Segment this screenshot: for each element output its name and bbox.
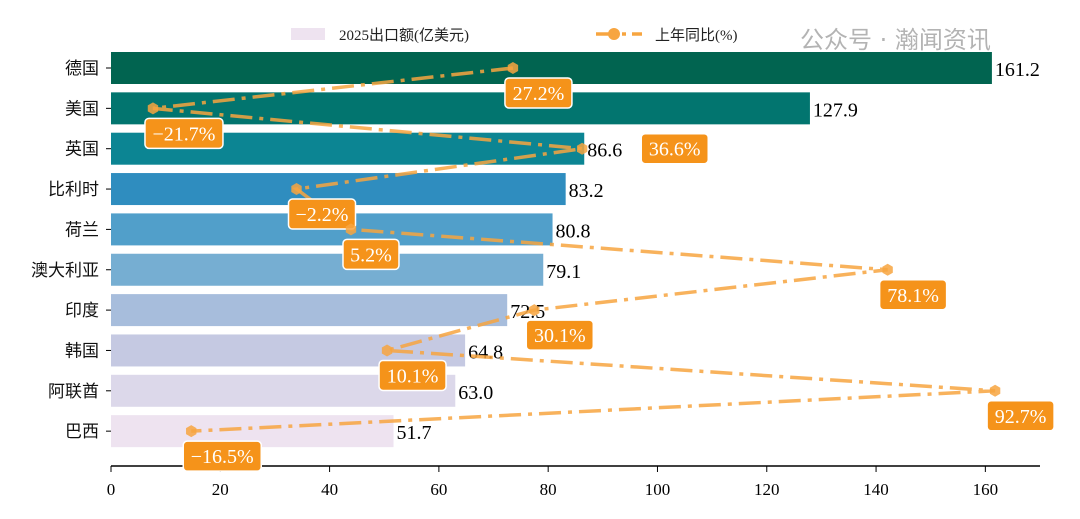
- yoy-label-box: [182, 440, 262, 472]
- legend-swatch-bar: [291, 28, 325, 40]
- category-label: 阿联酋: [48, 382, 99, 401]
- yoy-label: 27.2%: [513, 83, 565, 105]
- category-label: 比利时: [48, 180, 99, 199]
- bar-value-label: 161.2: [995, 59, 1040, 81]
- yoy-label-box: [525, 319, 595, 351]
- bar-value-label: 127.9: [813, 99, 858, 121]
- yoy-label: −21.7%: [152, 123, 215, 145]
- category-label: 韩国: [65, 341, 99, 360]
- yoy-marker-0: [507, 62, 519, 74]
- category-label: 荷兰: [65, 220, 99, 239]
- yoy-label: 5.2%: [350, 244, 392, 266]
- bar-5: [111, 253, 544, 286]
- yoy-label: −16.5%: [191, 446, 254, 468]
- watermark: 公众号 · 瀚闻资讯: [800, 26, 991, 54]
- legend-marker: [608, 28, 620, 40]
- yoy-label-box: [504, 77, 573, 109]
- category-label: 印度: [65, 301, 99, 320]
- category-label: 澳大利亚: [31, 261, 99, 280]
- yoy-line: [152, 66, 996, 433]
- yoy-marker-9: [186, 425, 197, 438]
- x-tick-label: 140: [863, 480, 889, 499]
- yoy-label: −2.2%: [296, 204, 349, 226]
- yoy-label-box: [287, 198, 357, 230]
- yoy-label: 30.1%: [534, 325, 586, 347]
- yoy-label: 78.1%: [887, 285, 939, 307]
- x-tick-label: 0: [107, 480, 116, 499]
- category-label: 巴西: [65, 422, 99, 441]
- bar-value-label: 51.7: [397, 422, 432, 444]
- yoy-label-box: [986, 400, 1055, 432]
- bar-6: [111, 294, 508, 327]
- bar-value-label: 63.0: [458, 382, 493, 404]
- yoy-label: 10.1%: [387, 365, 439, 387]
- yoy-label-box: [378, 359, 447, 392]
- category-label: 美国: [65, 99, 99, 118]
- x-tick-label: 160: [973, 480, 999, 499]
- x-tick-label: 80: [540, 480, 557, 499]
- x-tick-label: 120: [754, 480, 780, 499]
- yoy-marker-1: [147, 102, 159, 115]
- yoy-marker-7: [381, 344, 393, 357]
- bar-value-label: 64.8: [468, 341, 503, 363]
- x-tick-label: 20: [212, 480, 229, 499]
- legend-label-line: 上年同比(%): [655, 27, 738, 44]
- x-tick-label: 100: [645, 480, 671, 499]
- yoy-marker-6: [529, 304, 540, 317]
- bar-1: [111, 92, 810, 125]
- bar-value-label: 86.6: [587, 140, 622, 162]
- x-tick-label: 60: [430, 480, 447, 499]
- yoy-label: 92.7%: [995, 406, 1047, 428]
- bar-value-label: 79.1: [546, 261, 581, 283]
- category-label: 英国: [65, 140, 99, 159]
- bar-value-label: 83.2: [569, 180, 604, 202]
- yoy-label-box: [144, 117, 224, 150]
- yoy-label-box: [878, 279, 948, 311]
- bar-value-label: 80.8: [556, 220, 591, 242]
- legend-label-bar: 2025出口额(亿美元): [339, 27, 469, 44]
- yoy-label: 36.6%: [649, 139, 701, 161]
- yoy-marker-5: [882, 263, 893, 276]
- category-label: 德国: [65, 59, 99, 78]
- yoy-label-box: [342, 238, 400, 271]
- yoy-marker-4: [345, 223, 357, 236]
- yoy-marker-3: [291, 183, 302, 196]
- yoy-marker-2: [576, 142, 588, 155]
- yoy-label-box: [640, 132, 709, 165]
- x-tick-label: 40: [321, 480, 338, 499]
- yoy-marker-8: [989, 384, 1001, 397]
